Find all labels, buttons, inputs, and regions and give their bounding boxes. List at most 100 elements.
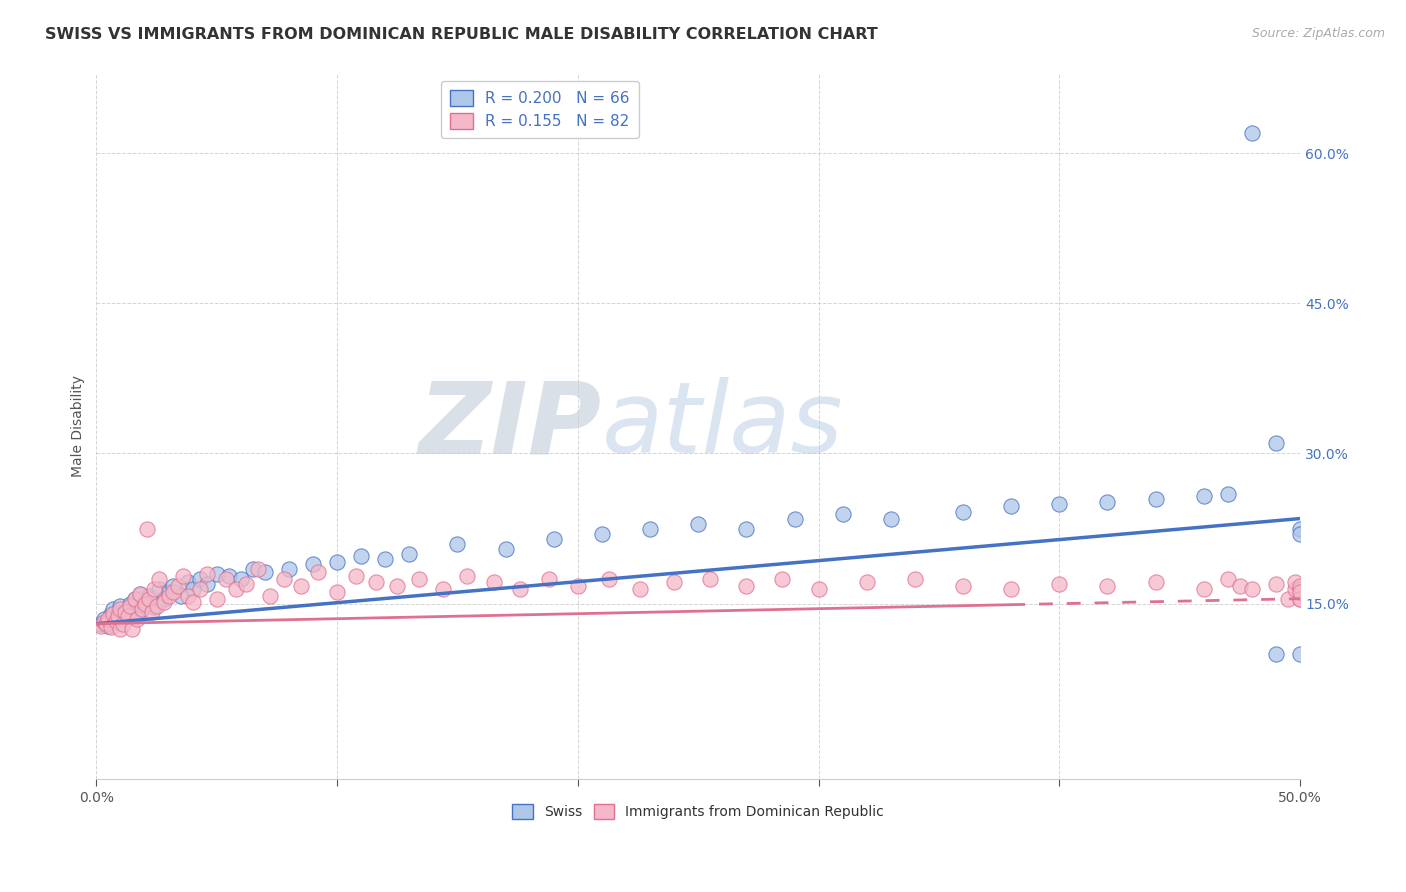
Point <box>195 566 218 581</box>
Point <box>1289 582 1312 596</box>
Point <box>100 620 122 634</box>
Point <box>1289 591 1312 606</box>
Point <box>662 574 685 589</box>
Point <box>831 507 853 521</box>
Point <box>735 579 758 593</box>
Point <box>138 589 160 603</box>
Point <box>699 572 721 586</box>
Point <box>107 608 129 623</box>
Point <box>117 604 139 618</box>
Point <box>904 572 927 586</box>
Point <box>104 614 127 628</box>
Point <box>103 612 125 626</box>
Point <box>253 565 276 579</box>
Point <box>952 504 974 518</box>
Point <box>495 541 517 556</box>
Point <box>1265 647 1288 661</box>
Point <box>1289 522 1312 536</box>
Point <box>1265 576 1288 591</box>
Point <box>229 572 252 586</box>
Point <box>121 622 143 636</box>
Point <box>114 606 136 620</box>
Point <box>1289 579 1312 593</box>
Point <box>104 614 127 628</box>
Point <box>167 579 190 593</box>
Point <box>127 612 149 626</box>
Point <box>1144 491 1167 506</box>
Point <box>218 568 240 582</box>
Point <box>880 511 903 525</box>
Point <box>117 608 139 623</box>
Point <box>259 589 281 603</box>
Point <box>145 599 167 613</box>
Point <box>169 589 191 603</box>
Point <box>131 601 153 615</box>
Point <box>124 591 146 606</box>
Point <box>225 582 247 596</box>
Point <box>205 591 228 606</box>
Point <box>188 582 211 596</box>
Point <box>326 584 349 599</box>
Point <box>567 579 589 593</box>
Point <box>952 579 974 593</box>
Point <box>110 608 132 623</box>
Point <box>138 591 160 606</box>
Point <box>630 582 652 596</box>
Point <box>188 572 211 586</box>
Point <box>1000 499 1022 513</box>
Point <box>134 595 156 609</box>
Text: ZIP: ZIP <box>419 377 602 475</box>
Point <box>93 615 115 629</box>
Point <box>482 574 505 589</box>
Point <box>157 584 180 599</box>
Point <box>177 589 200 603</box>
Point <box>148 582 170 596</box>
Point <box>1289 647 1312 661</box>
Point <box>128 587 150 601</box>
Point <box>246 561 269 575</box>
Point <box>110 601 132 615</box>
Legend: Swiss, Immigrants from Dominican Republic: Swiss, Immigrants from Dominican Republi… <box>506 798 890 825</box>
Text: Source: ZipAtlas.com: Source: ZipAtlas.com <box>1251 27 1385 40</box>
Point <box>94 615 117 629</box>
Point <box>107 605 129 619</box>
Point <box>537 572 560 586</box>
Point <box>290 579 312 593</box>
Point <box>114 605 136 619</box>
Point <box>152 595 174 609</box>
Point <box>1265 436 1288 450</box>
Point <box>591 526 613 541</box>
Point <box>1284 574 1306 589</box>
Point <box>432 582 454 596</box>
Point <box>97 618 120 632</box>
Point <box>93 612 115 626</box>
Point <box>344 568 367 582</box>
Point <box>1284 582 1306 596</box>
Point <box>120 599 142 613</box>
Point <box>735 522 758 536</box>
Point <box>128 587 150 601</box>
Point <box>1240 126 1263 140</box>
Point <box>302 557 325 571</box>
Point <box>195 576 218 591</box>
Point <box>97 612 120 626</box>
Point <box>1144 574 1167 589</box>
Point <box>326 555 349 569</box>
Point <box>181 582 204 596</box>
Point <box>398 547 420 561</box>
Point <box>134 597 156 611</box>
Point <box>1097 494 1119 508</box>
Point <box>638 522 661 536</box>
Point <box>278 561 301 575</box>
Text: atlas: atlas <box>602 377 844 475</box>
Point <box>131 601 153 615</box>
Point <box>162 584 184 599</box>
Point <box>364 574 387 589</box>
Point <box>807 582 830 596</box>
Point <box>110 622 132 636</box>
Point <box>1289 584 1312 599</box>
Point <box>157 589 180 603</box>
Point <box>90 616 112 631</box>
Point <box>143 582 166 596</box>
Point <box>855 574 877 589</box>
